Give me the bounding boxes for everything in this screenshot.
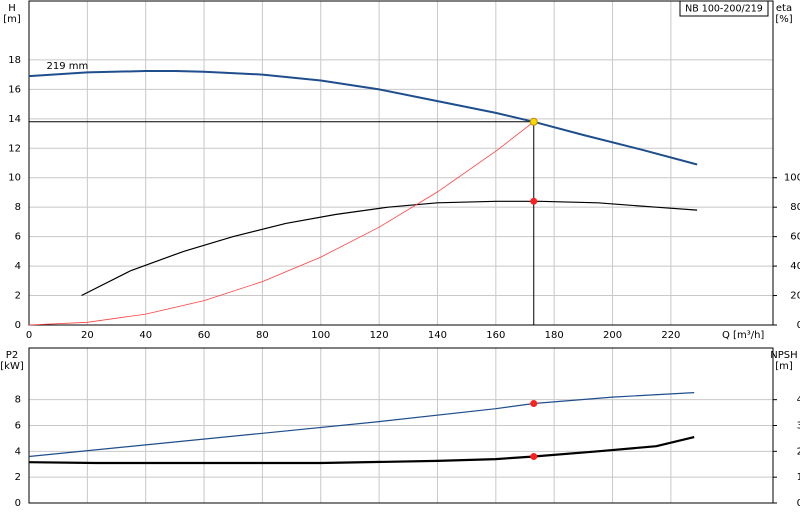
x-tick-label: 200 [603,330,622,341]
y-axis-unit: [m] [3,14,21,25]
y-tick-label: 8 [15,202,21,213]
y-tick-label: 6 [15,421,21,432]
y2-axis-label: eta [776,3,792,14]
y2-tick-label: 40 [790,261,800,272]
y-tick-label: 4 [15,261,21,272]
annotation: 219 mm [47,61,89,72]
curve [28,121,535,326]
x-tick-label: 80 [256,330,269,341]
y2-tick-label: 4 [797,395,800,406]
x-tick-label: 40 [139,330,152,341]
y2-axis-label: NPSH [770,350,797,361]
curve [28,436,695,465]
duty-point [530,400,538,408]
curve [28,392,695,458]
y-tick-label: 8 [15,395,21,406]
x-tick-label: 140 [428,330,447,341]
y-tick-label: 2 [15,291,21,302]
y-tick-label: 0 [15,498,21,509]
x-axis-label: Q [m³/h] [722,330,764,341]
x-tick-label: 160 [486,330,505,341]
y-axis-unit: [kW] [0,361,24,372]
x-tick-label: 220 [661,330,680,341]
x-tick-label: 60 [198,330,211,341]
chart-title: NB 100-200/219 [685,4,763,15]
plot-frame [28,0,774,326]
y2-tick-label: 100 [784,173,800,184]
y2-tick-label: 0 [797,498,800,509]
y-tick-label: 14 [8,114,21,125]
title-box [679,0,769,17]
y-axis-label: P2 [6,350,18,361]
y-tick-label: 0 [15,320,21,331]
y2-tick-label: 1 [797,472,800,483]
y-axis-label: H [8,3,16,14]
x-tick-label: 120 [370,330,389,341]
x-tick-label: 0 [26,330,32,341]
duty-point [530,453,538,460]
y-tick-label: 6 [15,232,21,243]
x-tick-label: 20 [81,330,94,341]
y2-tick-label: 60 [790,232,800,243]
y2-axis-unit: [m] [775,361,793,372]
duty-point [529,117,538,126]
y2-axis-unit: [%] [775,14,792,25]
y2-tick-label: 80 [790,202,800,213]
y2-tick-label: 20 [790,291,800,302]
y-tick-label: 2 [15,472,21,483]
x-tick-label: 100 [311,330,330,341]
curve [28,70,698,166]
plot-frame [28,347,774,504]
x-tick-label: 180 [545,330,564,341]
duty-point [530,197,538,205]
y-tick-label: 16 [8,84,21,95]
y2-tick-label: 3 [797,421,800,432]
y-tick-label: 4 [15,446,21,457]
y-tick-label: 10 [8,173,21,184]
y2-tick-label: 2 [797,446,800,457]
y-tick-label: 12 [8,143,21,154]
y2-tick-label: 0 [797,320,800,331]
curve [81,200,698,297]
y-tick-label: 18 [8,55,21,66]
